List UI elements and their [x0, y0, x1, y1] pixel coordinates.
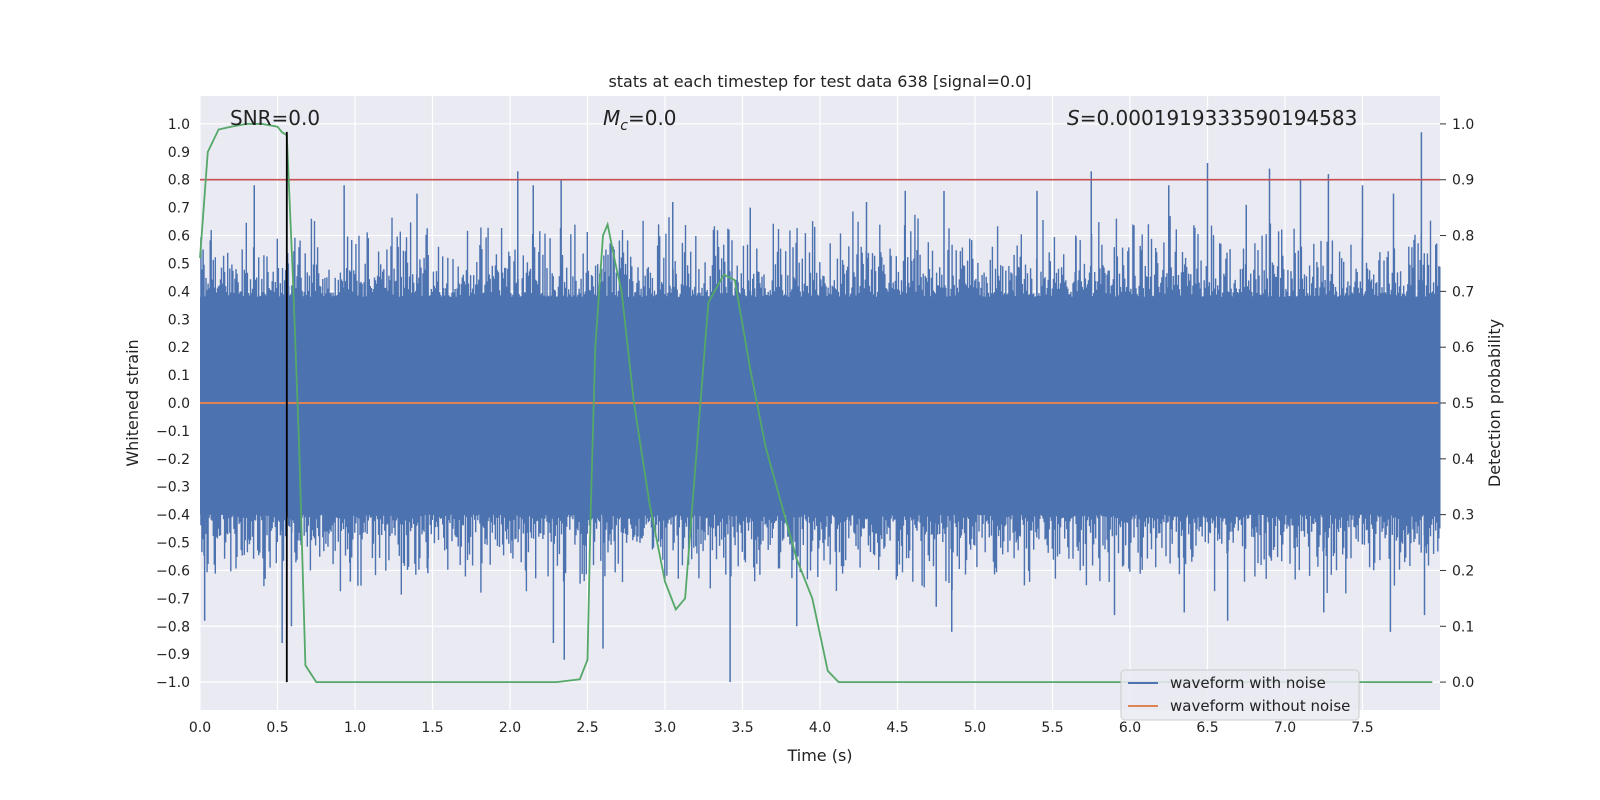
chirp-mass-subscript: c	[620, 118, 628, 134]
y-left-tick-label: 0.1	[168, 368, 190, 384]
y-left-tick-label: −0.4	[156, 508, 190, 524]
y-left-tick-label: 0.4	[168, 284, 190, 300]
y-left-tick-label: −0.7	[156, 591, 190, 607]
x-tick-label: 3.5	[731, 720, 753, 736]
y-right-tick-label: 1.0	[1452, 117, 1474, 133]
x-tick-label: 2.5	[576, 720, 598, 736]
y-left-tick-label: −0.8	[156, 619, 190, 635]
score-symbol: S	[1067, 106, 1080, 130]
noise-band	[200, 296, 1439, 515]
chirp-mass-value: =0.0	[628, 106, 677, 130]
chirp-mass-annotation: Mc=0.0	[603, 106, 677, 134]
y-left-tick-label: 0.0	[168, 396, 190, 412]
y-right-tick-label: 0.5	[1452, 396, 1474, 412]
y-left-tick-label: 0.6	[168, 229, 190, 245]
y-left-tick-label: 0.9	[168, 145, 190, 161]
y-left-tick-label: −1.0	[156, 675, 190, 691]
y-left-tick-label: 0.5	[168, 256, 190, 272]
score-annotation: S=0.0001919333590194583	[1067, 106, 1357, 130]
y-left-tick-label: −0.1	[156, 424, 190, 440]
snr-annotation: SNR=0.0	[230, 106, 320, 130]
y-right-tick-label: 0.9	[1452, 173, 1474, 189]
probability-line	[199, 123, 1433, 683]
x-tick-label: 2.0	[499, 720, 521, 736]
x-tick-label: 7.5	[1351, 720, 1373, 736]
y-left-tick-label: 0.8	[168, 173, 190, 189]
x-tick-label: 1.0	[344, 720, 366, 736]
y-left-tick-label: −0.5	[156, 536, 190, 552]
y-axis-left-ticks: 1.0 0.9 0.8 0.7 0.6 0.5 0.4 0.3 0.2 0.1 0.0 −0.1 −0.…	[156, 117, 190, 691]
chirp-mass-symbol: M	[603, 106, 620, 130]
score-value: =0.0001919333590194583	[1080, 106, 1358, 130]
y-left-tick-label: 1.0	[168, 117, 190, 133]
y-left-tick-label: 0.7	[168, 201, 190, 217]
y-right-tick-label: 0.2	[1452, 563, 1474, 579]
legend-noise-label: waveform with noise	[1170, 674, 1326, 692]
x-tick-label: 5.5	[1041, 720, 1063, 736]
x-tick-label: 7.0	[1274, 720, 1296, 736]
y-left-tick-label: 0.3	[168, 312, 190, 328]
x-axis-label: Time (s)	[786, 746, 852, 765]
y-axis-right-ticks: 1.0 0.9 0.8 0.7 0.6 0.5 0.4 0.3 0.2 0.1 0.0	[1440, 117, 1474, 691]
x-tick-label: 4.0	[809, 720, 831, 736]
y-axis-right-label: Detection probability	[1485, 319, 1504, 487]
x-tick-label: 6.5	[1196, 720, 1218, 736]
chart-title: stats at each timestep for test data 638…	[608, 72, 1031, 91]
x-tick-label: 6.0	[1119, 720, 1141, 736]
x-tick-label: 5.0	[964, 720, 986, 736]
y-left-tick-label: −0.9	[156, 647, 190, 663]
legend-clean-label: waveform without noise	[1170, 697, 1350, 715]
y-axis-left-label: Whitened strain	[123, 339, 142, 466]
y-left-tick-label: −0.2	[156, 452, 190, 468]
noise-waveform	[200, 132, 1441, 683]
x-tick-label: 0.5	[266, 720, 288, 736]
y-left-tick-label: 0.2	[168, 340, 190, 356]
x-axis-ticks: 0.0 0.5 1.0 1.5 2.0 2.5 3.0 3.5 4.0 4.5 5.0 5.5 6.0 6…	[189, 720, 1374, 736]
legend-box	[1120, 669, 1360, 721]
x-tick-label: 1.5	[421, 720, 443, 736]
y-right-tick-label: 0.4	[1452, 452, 1474, 468]
x-tick-label: 3.0	[654, 720, 676, 736]
y-right-tick-label: 0.0	[1452, 675, 1474, 691]
x-tick-label: 0.0	[189, 720, 211, 736]
y-left-tick-label: −0.6	[156, 563, 190, 579]
y-right-tick-label: 0.6	[1452, 340, 1474, 356]
y-right-tick-label: 0.7	[1452, 284, 1474, 300]
y-right-tick-label: 0.1	[1452, 619, 1474, 635]
y-right-tick-label: 0.8	[1452, 229, 1474, 245]
y-right-tick-label: 0.3	[1452, 508, 1474, 524]
legend: waveform with noise waveform without noi…	[1120, 669, 1360, 721]
x-tick-label: 4.5	[886, 720, 908, 736]
y-left-tick-label: −0.3	[156, 480, 190, 496]
